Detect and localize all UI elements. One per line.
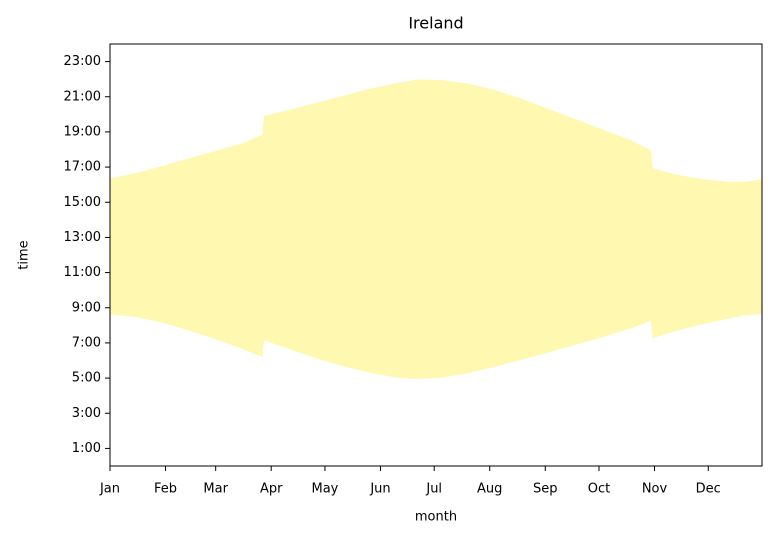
x-tick-label: Jul — [425, 482, 442, 497]
x-tick-label: Jun — [369, 482, 390, 497]
y-tick-label: 3:00 — [72, 406, 101, 421]
y-tick-label: 17:00 — [64, 160, 101, 175]
x-tick-label: Nov — [642, 482, 668, 497]
y-tick-label: 7:00 — [72, 335, 101, 350]
x-axis-label: month — [415, 510, 457, 525]
x-tick-label: Apr — [260, 482, 283, 497]
x-tick-label: Feb — [154, 482, 177, 497]
x-tick-label: Oct — [588, 482, 610, 497]
x-tick-label: Sep — [533, 482, 558, 497]
y-tick-label: 11:00 — [64, 265, 101, 280]
x-tick-label: May — [311, 482, 338, 497]
y-tick-label: 5:00 — [72, 371, 101, 386]
x-tick-label: Aug — [477, 482, 502, 497]
y-tick-label: 9:00 — [72, 300, 101, 315]
plot-frame — [109, 43, 763, 467]
y-tick-label: 19:00 — [64, 124, 101, 139]
y-tick-label: 13:00 — [64, 230, 101, 245]
y-tick-label: 1:00 — [72, 441, 101, 456]
x-tick-label: Jan — [99, 482, 120, 497]
x-tick-label: Mar — [203, 482, 228, 497]
y-tick-label: 23:00 — [64, 54, 101, 69]
chart-title: Ireland — [408, 14, 463, 33]
daylight-area — [110, 79, 762, 379]
y-axis-label: time — [17, 240, 32, 269]
y-tick-label: 21:00 — [64, 89, 101, 104]
x-tick-label: Dec — [696, 482, 721, 497]
y-tick-label: 15:00 — [64, 195, 101, 210]
